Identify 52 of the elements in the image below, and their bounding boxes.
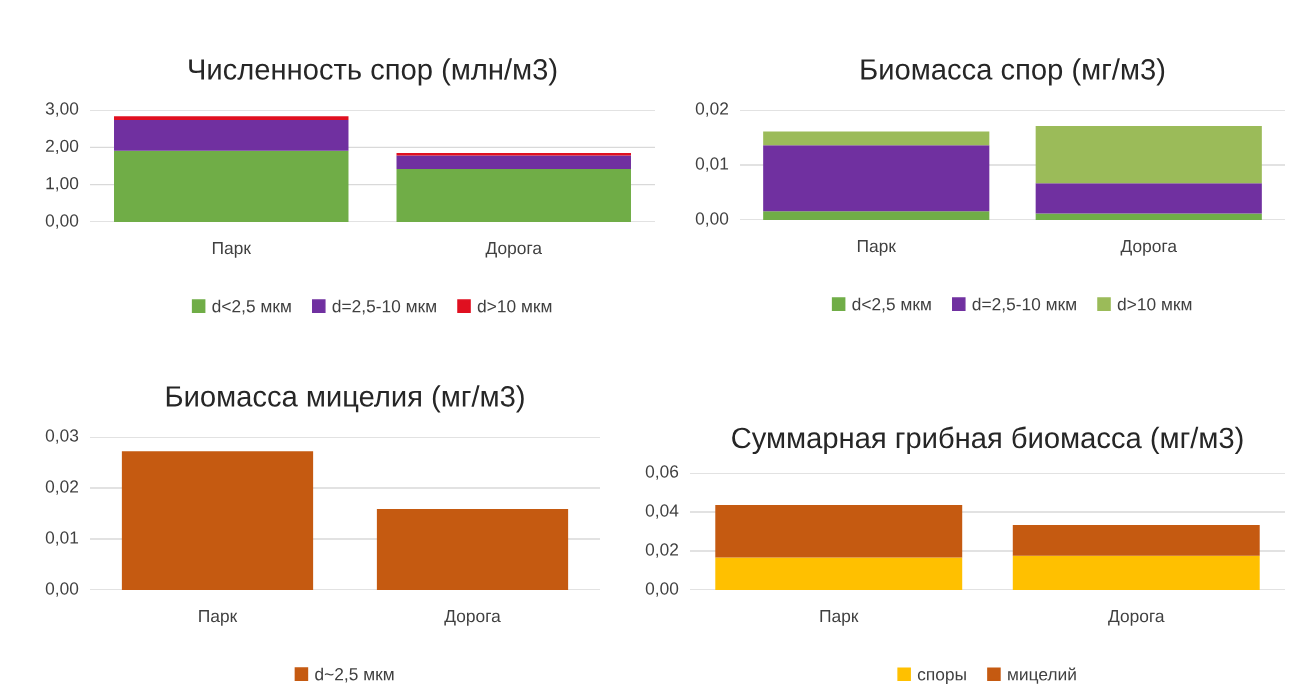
x-tick-label: Парк: [212, 242, 252, 258]
y-tick-label: 0,00: [45, 582, 79, 597]
y-tick-label: 0,03: [45, 429, 79, 444]
legend-label: d=2,5-10 мкм: [332, 299, 436, 315]
bar: [1035, 125, 1262, 184]
chart-title: Численность спор (млн/м3): [189, 58, 557, 86]
x-tick-label: Парк: [820, 610, 859, 626]
y-tick-label: 0,02: [695, 102, 729, 117]
y-tick-label: 1,00: [46, 177, 79, 192]
bar: [1012, 555, 1260, 590]
legend-label: мицелий: [1008, 667, 1076, 684]
x-tick-label: Дорога: [1120, 240, 1178, 256]
x-tick-label: Дорога: [485, 242, 543, 258]
legend-label: d>10 мкм: [1117, 297, 1192, 311]
y-tick-label: 0,02: [645, 543, 679, 558]
chart-title: Биомасса спор (мг/м3): [861, 58, 1165, 86]
legend-label: споры: [917, 671, 966, 684]
y-tick-label: 0,01: [695, 157, 729, 172]
bar: [396, 155, 631, 169]
x-tick-label: Парк: [857, 240, 897, 256]
x-tick-label: Дорога: [1108, 610, 1165, 626]
bar: [763, 131, 990, 146]
legend-label: d=2,5-10 мкм: [972, 297, 1076, 313]
y-tick-label: 0,02: [45, 480, 79, 495]
bar: [396, 168, 631, 222]
y-tick-label: 0,04: [645, 504, 679, 519]
y-tick-label: 0,06: [645, 465, 679, 480]
chart-title: Биомасса мицелия (мг/м3): [166, 385, 524, 413]
bar: [763, 145, 990, 212]
legend-label: d>10 мкм: [477, 299, 552, 313]
bar: [114, 150, 349, 222]
bar: [1035, 213, 1262, 220]
legend-label: d<2,5 мкм: [212, 299, 291, 315]
x-tick-label: Парк: [199, 610, 238, 626]
bar: [1035, 183, 1262, 214]
bar: [1012, 525, 1260, 556]
y-tick-label: 0,00: [695, 212, 729, 227]
legend-label: d~2,5 мкм: [315, 667, 394, 683]
bar: [396, 152, 631, 156]
legend-label: d<2,5 мкм: [852, 297, 931, 313]
bar: [114, 116, 349, 121]
bar: [763, 211, 990, 220]
x-tick-label: Дорога: [444, 610, 501, 626]
y-tick-label: 0,00: [645, 582, 679, 597]
bar: [715, 504, 963, 558]
bar: [114, 120, 349, 151]
y-tick-label: 0,01: [45, 531, 79, 546]
y-tick-label: 0,00: [45, 214, 79, 229]
chart-title: Суммарная грибная биомасса (мг/м3): [732, 426, 1243, 455]
y-tick-label: 2,00: [45, 139, 79, 155]
bar: [715, 557, 963, 590]
y-tick-label: 3,00: [45, 102, 79, 117]
